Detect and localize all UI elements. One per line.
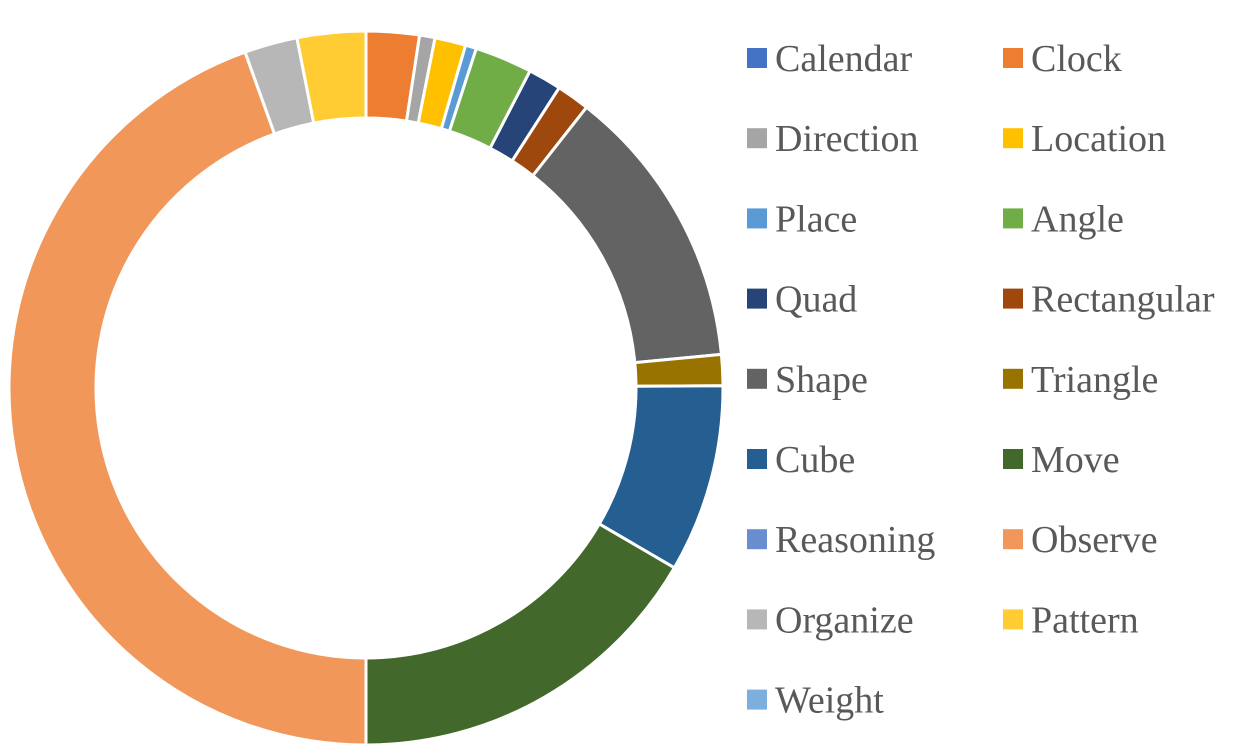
legend-item-clock: Clock bbox=[1003, 38, 1122, 80]
legend-label: Pattern bbox=[1031, 599, 1139, 641]
legend-item-shape: Shape bbox=[747, 359, 868, 401]
legend-swatch bbox=[747, 689, 767, 710]
legend-swatch bbox=[747, 449, 767, 469]
legend-swatch bbox=[1003, 368, 1023, 389]
legend-label: Organize bbox=[775, 599, 914, 641]
legend-item-observe: Observe bbox=[1003, 519, 1158, 561]
legend-item-organize: Organize bbox=[747, 599, 914, 641]
legend-item-cube: Cube bbox=[747, 439, 855, 481]
legend-label: Reasoning bbox=[775, 519, 935, 561]
legend-item-quad: Quad bbox=[747, 279, 857, 321]
legend-label: Direction bbox=[775, 118, 919, 160]
legend-item-triangle: Triangle bbox=[1003, 359, 1158, 401]
legend-swatch bbox=[747, 368, 767, 389]
legend-swatch bbox=[747, 128, 767, 149]
legend-label: Place bbox=[775, 198, 857, 240]
legend-swatch bbox=[1003, 609, 1023, 630]
legend-item-direction: Direction bbox=[747, 118, 919, 160]
legend-label: Angle bbox=[1031, 198, 1124, 240]
legend-label: Clock bbox=[1031, 38, 1122, 80]
legend-label: Move bbox=[1031, 439, 1120, 481]
legend-swatch bbox=[747, 609, 767, 630]
legend-swatch bbox=[747, 48, 767, 68]
legend-item-calendar: Calendar bbox=[747, 38, 913, 80]
slice-pattern bbox=[295, 29, 368, 125]
legend-label: Calendar bbox=[775, 38, 913, 80]
legend-item-location: Location bbox=[1003, 118, 1166, 160]
legend-item-rectangular: Rectangular bbox=[1003, 279, 1215, 321]
legend-item-place: Place bbox=[747, 198, 857, 240]
legend-label: Cube bbox=[775, 439, 855, 481]
legend-item-move: Move bbox=[1003, 439, 1120, 481]
slice-observe bbox=[7, 50, 368, 747]
legend-item-weight: Weight bbox=[747, 680, 884, 722]
legend-swatch bbox=[1003, 288, 1023, 309]
legend-label: Quad bbox=[775, 279, 857, 321]
legend-label: Observe bbox=[1031, 519, 1158, 561]
slice-shape bbox=[530, 105, 724, 365]
legend-swatch bbox=[1003, 529, 1023, 550]
doughnut-ring bbox=[7, 29, 725, 747]
slice-move bbox=[364, 521, 677, 747]
legend-swatch bbox=[747, 529, 767, 550]
legend-item-pattern: Pattern bbox=[1003, 599, 1139, 641]
legend-swatch bbox=[1003, 48, 1023, 68]
legend-swatch bbox=[1003, 449, 1023, 469]
legend-label: Weight bbox=[775, 680, 884, 722]
legend-item-angle: Angle bbox=[1003, 198, 1124, 240]
legend-swatch bbox=[1003, 128, 1023, 149]
legend-item-reasoning: Reasoning bbox=[747, 519, 935, 561]
legend-swatch bbox=[1003, 208, 1023, 229]
legend-label: Rectangular bbox=[1031, 279, 1215, 321]
legend-swatch bbox=[747, 208, 767, 229]
legend: Calendar Clock Direction Location Place Angle… bbox=[747, 38, 1215, 722]
legend-label: Shape bbox=[775, 359, 868, 401]
legend-label: Triangle bbox=[1031, 359, 1158, 401]
legend-label: Location bbox=[1031, 118, 1166, 160]
legend-swatch bbox=[747, 288, 767, 309]
